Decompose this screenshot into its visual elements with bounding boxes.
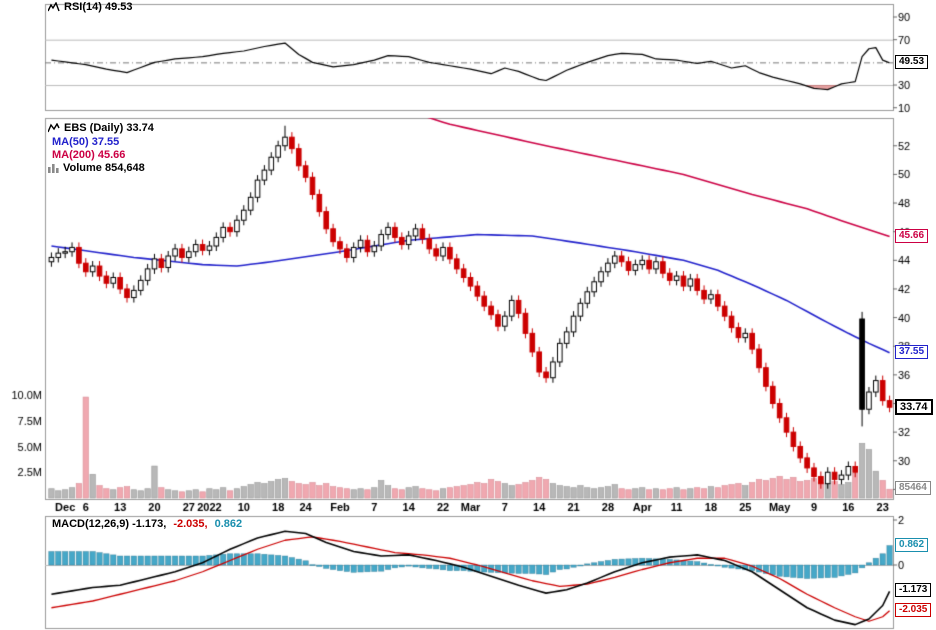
volume-legend-label: Volume 854,648 [63,162,145,174]
ma50-legend-label: MA(50) 37.55 [52,136,120,148]
macd-legend-label: MACD(12,26,9) -1.173, [52,518,167,530]
price-icon [47,122,60,133]
rsi-legend: RSI(14) 49.53 [47,1,133,13]
price-legend: EBS (Daily) 33.74 [47,122,154,134]
volume-icon [48,163,59,173]
price-legend-label: EBS (Daily) 33.74 [64,122,154,134]
axis-callout--2.035: -2.035 [895,602,932,617]
rsi-icon [47,1,60,12]
ma50-legend: MA(50) 37.55 [52,136,119,148]
axis-callout-37.55: 37.55 [895,344,929,359]
rsi-legend-label: RSI(14) 49.53 [64,1,133,13]
axis-callout-0.862: 0.862 [895,537,929,552]
axis-callout-33.74: 33.74 [895,399,933,416]
ma200-legend-label: MA(200) 45.66 [52,149,126,161]
axis-callout-45.66: 45.66 [895,228,929,243]
axis-callout-49.53: 49.53 [895,54,929,69]
macd-legend: MACD(12,26,9) -1.173, -2.035, 0.862 [52,518,245,530]
axis-callout--1.173: -1.173 [895,583,932,598]
axis-callout-85464: 85464 [895,481,931,496]
ma200-legend: MA(200) 45.66 [52,149,125,161]
volume-legend: Volume 854,648 [48,162,145,174]
macd-signal-value: -2.035, [173,518,208,530]
macd-hist-value: 0.862 [214,518,243,530]
